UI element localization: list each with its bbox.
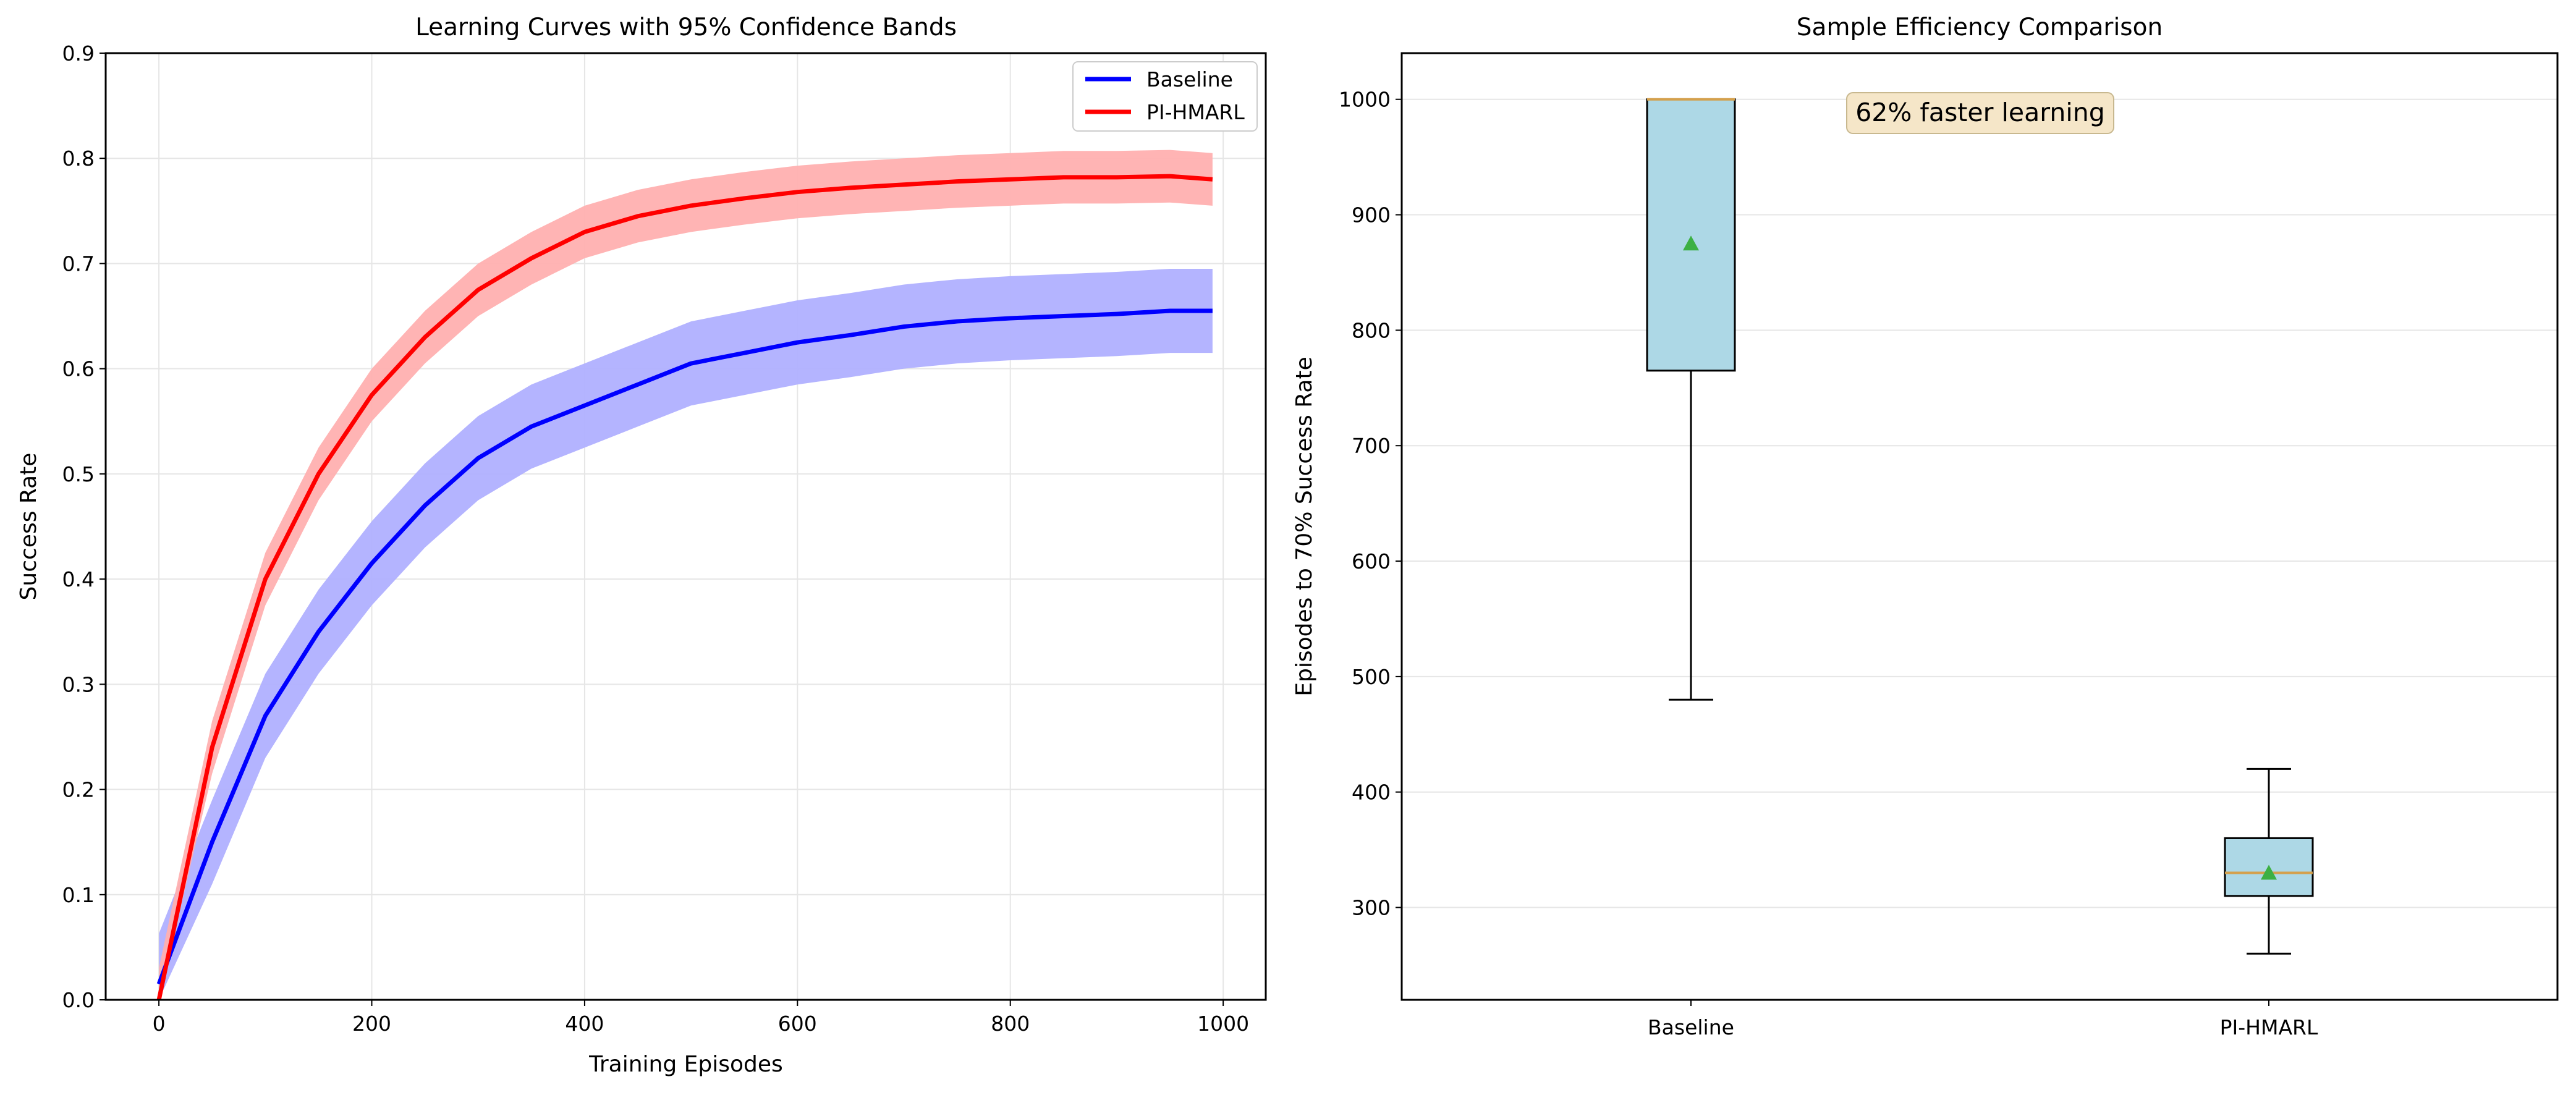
y-tick-label: 0.9 [62,41,95,66]
x-tick-label: PI-HMARL [2220,1015,2318,1039]
y-tick-label: 900 [1352,203,1391,227]
x-tick-label: 600 [778,1012,817,1036]
box-body [1646,98,1736,372]
confidence-band-pihmarl [159,150,1213,1000]
boxes [1646,98,2314,955]
series-line-pihmarl [156,174,1213,1000]
annotation-box [1846,92,2114,134]
y-tick-label: 600 [1352,549,1391,573]
learning-curves-chart: Learning Curves with 95% Confidence Band… [16,14,1267,1077]
box-pihmarl [2224,767,2314,955]
y-tick-label: 700 [1352,434,1391,458]
x-tick-label: 0 [153,1012,166,1036]
legend-label-pihmarl: PI-HMARL [1146,100,1245,124]
confidence-band-baseline [159,268,1213,1000]
y-tick-label: 0.3 [62,672,95,696]
x-tick-label: 800 [991,1012,1030,1036]
confidence-bands [159,150,1213,1000]
legend: Baseline PI-HMARL [1072,61,1258,132]
x-tick-label: 1000 [1197,1012,1249,1036]
y-tick-label: 500 [1352,665,1391,689]
x-ticks: Baseline PI-HMARL [1648,1000,2318,1039]
y-tick-label: 0.1 [62,883,95,907]
y-axis-label: Episodes to 70% Success Rate [1292,357,1317,696]
annotation: 62% faster learning [1846,92,2114,134]
y-tick-label: 800 [1352,318,1391,342]
chart-title: Sample Efficiency Comparison [1797,14,2163,41]
y-tick-label: 0.6 [62,357,95,381]
y-tick-label: 0.2 [62,778,95,802]
sample-efficiency-chart: Sample Efficiency Comparison Baseline PI-… [1292,14,2559,1039]
box-baseline [1646,98,1736,701]
plot-frame [104,52,1267,1001]
y-ticks: 0.0 0.1 0.2 0.3 0.4 0.5 0.6 0.7 0.8 0.9 [62,41,106,1012]
y-tick-label: 300 [1352,896,1391,920]
y-tick-label: 400 [1352,780,1391,805]
series-line-baseline [156,308,1213,985]
plot-frame [1400,52,2559,1001]
annotation-text: 62% faster learning [1855,98,2105,127]
y-tick-label: 0.5 [62,462,95,486]
mean-marker [2261,865,2277,880]
y-ticks: 300 400 500 600 700 800 900 1000 [1339,88,1402,920]
y-tick-label: 1000 [1339,88,1391,112]
legend-label-baseline: Baseline [1146,67,1233,91]
x-tick-label: 200 [352,1012,391,1036]
x-tick-label: Baseline [1648,1015,1734,1039]
x-axis-label: Training Episodes [588,1052,783,1077]
y-tick-label: 0.4 [62,567,95,591]
chart-title: Learning Curves with 95% Confidence Band… [415,14,957,41]
y-tick-label: 0.7 [62,252,95,276]
y-tick-label: 0.8 [62,146,95,171]
x-ticks: 0 200 400 600 800 1000 [153,1000,1249,1036]
grid [1402,98,2557,908]
y-tick-label: 0.0 [62,988,95,1012]
series-lines [156,174,1213,1000]
x-tick-label: 400 [565,1012,604,1036]
y-axis-label: Success Rate [16,453,41,601]
mean-marker [1683,235,1699,251]
